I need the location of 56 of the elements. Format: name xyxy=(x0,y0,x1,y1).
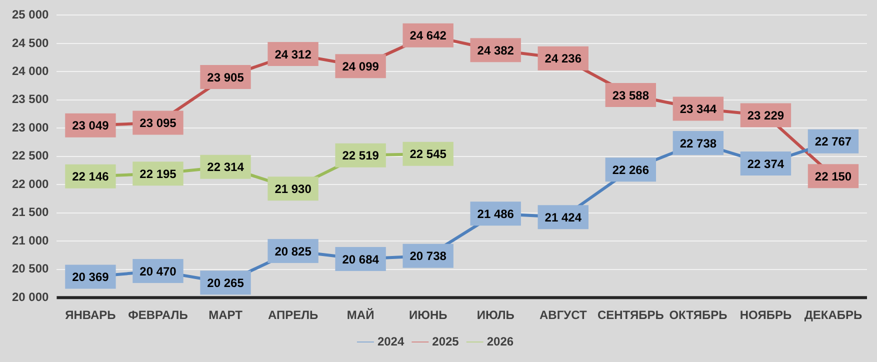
legend-label: 2026 xyxy=(486,334,514,348)
data-label: 21 930 xyxy=(274,182,312,196)
y-tick-label: 21 500 xyxy=(12,205,50,220)
data-label: 22 767 xyxy=(814,134,852,149)
data-label: 22 150 xyxy=(814,169,852,184)
data-label: 22 374 xyxy=(747,156,784,171)
x-tick-label: АПРЕЛЬ xyxy=(268,308,319,322)
data-label: 22 195 xyxy=(140,166,177,181)
data-label: 23 095 xyxy=(140,116,177,130)
data-label: 23 588 xyxy=(612,88,650,102)
data-label: 21 486 xyxy=(477,206,514,221)
y-tick-label: 23 000 xyxy=(12,120,50,134)
data-label: 22 738 xyxy=(680,136,717,150)
x-tick-label: СЕНТЯБРЬ xyxy=(597,308,664,322)
legend-label: 2024 xyxy=(377,334,404,348)
x-tick-label: ИЮНЬ xyxy=(408,308,448,322)
x-tick-label: НОЯБРЬ xyxy=(740,308,792,322)
data-label: 22 545 xyxy=(410,147,447,162)
x-tick-label: МАРТ xyxy=(208,308,244,322)
x-tick-label: МАЙ xyxy=(346,308,374,322)
data-label: 24 642 xyxy=(410,28,447,43)
x-tick-label: АВГУСТ xyxy=(539,308,588,322)
data-label: 20 825 xyxy=(274,244,312,258)
data-label: 20 265 xyxy=(207,276,244,290)
x-tick-label: ИЮЛЬ xyxy=(476,308,515,322)
y-tick-label: 23 500 xyxy=(12,92,50,106)
x-tick-label: ЯНВАРЬ xyxy=(65,308,116,322)
data-label: 23 049 xyxy=(72,118,110,133)
y-tick-label: 20 500 xyxy=(12,262,50,276)
y-tick-label: 24 000 xyxy=(12,64,50,78)
data-label: 24 099 xyxy=(342,59,380,74)
y-tick-label: 21 000 xyxy=(12,233,50,248)
x-tick-label: ДЕКАБРЬ xyxy=(804,308,863,322)
data-label: 22 314 xyxy=(207,160,244,174)
y-tick-label: 20 000 xyxy=(12,290,50,304)
y-tick-label: 25 000 xyxy=(12,8,50,22)
data-label: 24 236 xyxy=(544,52,582,66)
data-label: 22 519 xyxy=(342,148,380,163)
x-tick-label: ФЕВРАЛЬ xyxy=(128,308,188,322)
data-label: 23 344 xyxy=(680,102,717,116)
x-tick-label: ОКТЯБРЬ xyxy=(669,308,728,322)
data-label: 22 146 xyxy=(72,170,110,184)
data-label: 22 266 xyxy=(612,162,650,177)
legend-label: 2025 xyxy=(432,334,460,348)
data-label: 24 382 xyxy=(477,43,514,58)
data-label: 20 684 xyxy=(342,252,380,266)
data-label: 20 738 xyxy=(410,249,447,264)
y-tick-label: 24 500 xyxy=(12,36,50,50)
data-label: 20 369 xyxy=(72,270,110,284)
data-label: 20 470 xyxy=(140,264,177,278)
data-label: 21 424 xyxy=(544,210,582,224)
data-label: 23 905 xyxy=(207,70,244,84)
y-tick-label: 22 000 xyxy=(12,176,50,191)
data-label: 24 312 xyxy=(274,47,312,62)
data-label: 23 229 xyxy=(747,108,784,123)
y-tick-label: 22 500 xyxy=(12,148,50,163)
